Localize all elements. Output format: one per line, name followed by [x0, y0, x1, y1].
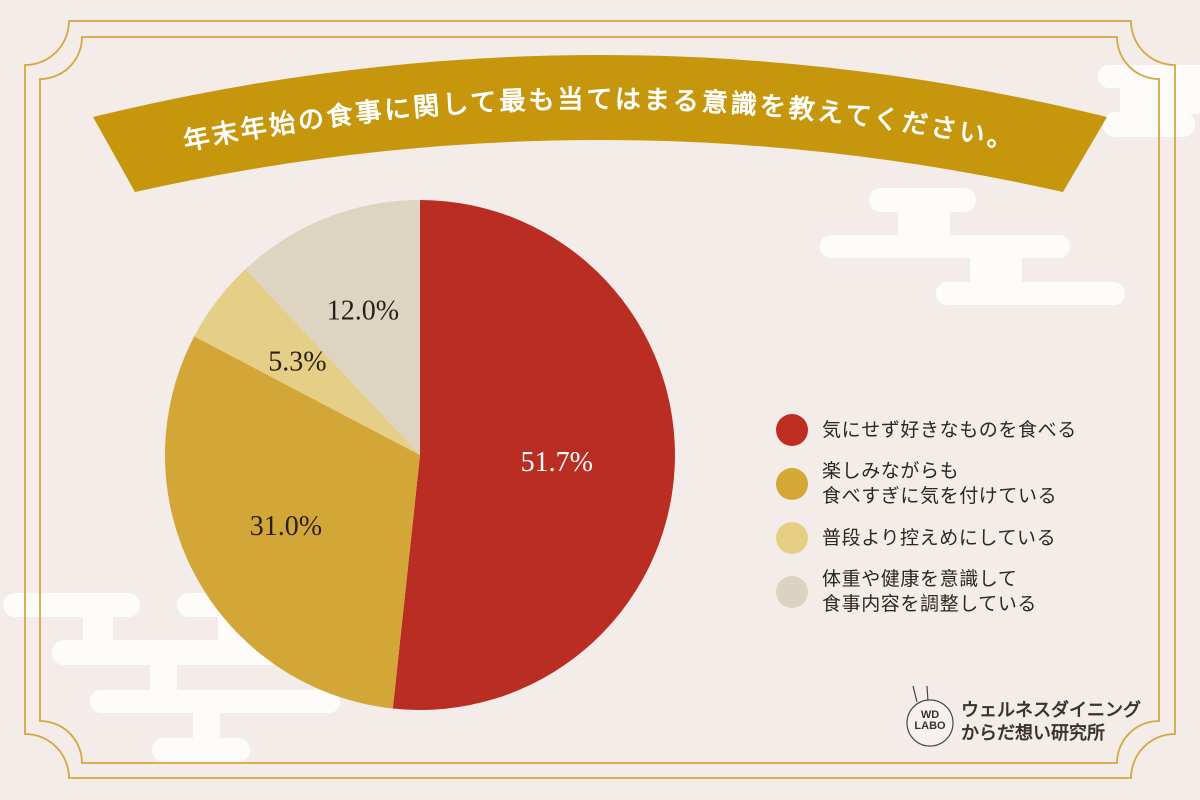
pie-label-careful-not-overeat: 31.0% — [250, 511, 322, 542]
legend-label: 気にせず好きなものを食べる — [822, 418, 1077, 443]
legend-label-line1: 楽しみながらも — [822, 460, 960, 482]
logo-badge-line2: LABO — [914, 720, 946, 732]
logo-name-line2: からだ想い研究所 — [961, 723, 1105, 744]
pie-slice-eat-freely — [392, 200, 675, 710]
legend-label: 普段より控えめにしている — [822, 526, 1056, 551]
logo-badge-text: WD LABO — [907, 710, 953, 732]
legend-label: 体重や健康を意識して 食事内容を調整している — [822, 567, 1037, 617]
legend-item-more-modest: 普段より控えめにしている — [776, 522, 1077, 554]
legend-label-line2: 食事内容を調整している — [822, 593, 1038, 615]
pie-slice-adjust-for-health — [245, 200, 420, 455]
legend-swatch-light-gold-icon — [776, 522, 808, 554]
pie-chart — [165, 200, 675, 710]
legend-label-line1: 普段より控えめにしている — [822, 526, 1057, 549]
legend-item-eat-freely: 気にせず好きなものを食べる — [776, 414, 1077, 446]
legend-swatch-beige-icon — [776, 576, 808, 608]
legend-item-adjust-for-health: 体重や健康を意識して 食事内容を調整している — [776, 567, 1077, 617]
pie-label-adjust-for-health: 12.0% — [327, 295, 399, 326]
pie-slice-more-modest — [194, 269, 420, 455]
logo-name: ウェルネスダイニング からだ想い研究所 — [961, 699, 1141, 745]
legend-label-line1: 体重や健康を意識して — [822, 568, 1018, 590]
pie-label-eat-freely: 51.7% — [521, 447, 593, 478]
legend-label: 楽しみながらも 食べすぎに気を付けている — [822, 459, 1057, 509]
pie-label-more-modest: 5.3% — [268, 346, 326, 377]
chart-legend: 気にせず好きなものを食べる 楽しみながらも 食べすぎに気を付けている 普段より控… — [776, 414, 1077, 617]
logo-name-line1: ウェルネスダイニング — [961, 700, 1141, 721]
frame-inner — [39, 36, 1160, 764]
pie-slice-careful-not-overeat — [165, 336, 420, 709]
legend-label-line2: 食べすぎに気を付けている — [822, 485, 1058, 507]
frame-outer — [24, 20, 1176, 779]
legend-label-line1: 気にせず好きなものを食べる — [822, 418, 1077, 441]
legend-swatch-red-icon — [776, 414, 808, 446]
cloud-decoration-mid-right — [820, 188, 1125, 305]
flask-icon — [906, 685, 954, 747]
title-banner — [93, 55, 1107, 192]
brand-logo: WD LABO ウェルネスダイニング からだ想い研究所 — [905, 684, 1155, 750]
legend-swatch-gold-icon — [776, 468, 808, 500]
logo-badge-line1: WD — [920, 709, 940, 721]
pie-labels: 51.7% 31.0% 5.3% 12.0% — [250, 295, 593, 542]
legend-item-careful-not-overeat: 楽しみながらも 食べすぎに気を付けている — [776, 459, 1077, 509]
